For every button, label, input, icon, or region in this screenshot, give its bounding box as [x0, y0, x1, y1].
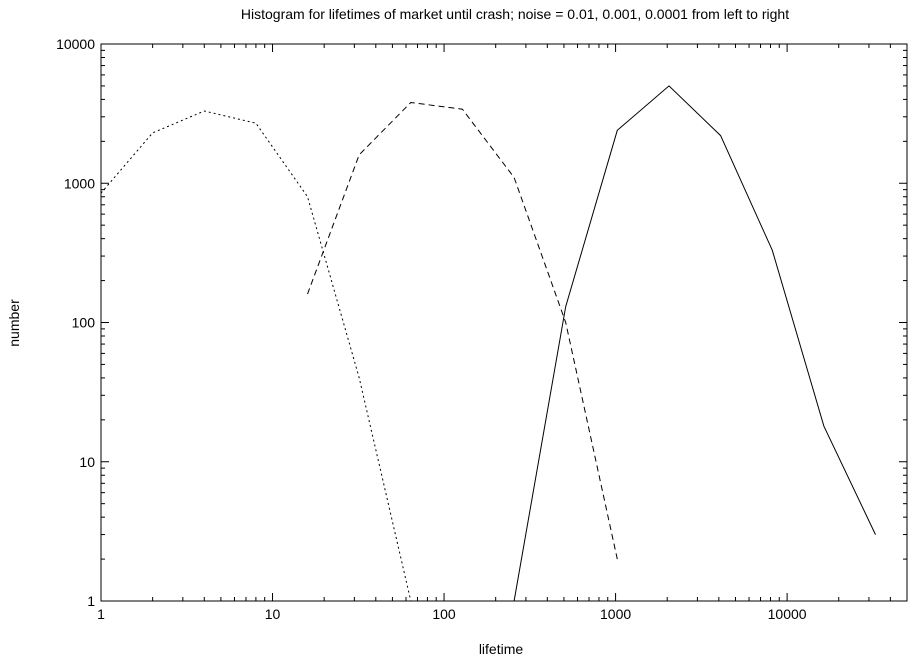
y-tick-label: 100 — [72, 315, 96, 331]
y-tick-label: 1000 — [64, 175, 95, 191]
x-tick-label: 10000 — [768, 606, 807, 622]
series-line-dotted — [100, 110, 412, 602]
y-axis-label: number — [6, 299, 22, 347]
series-line-solid — [513, 85, 876, 602]
x-axis-label: lifetime — [479, 641, 524, 657]
x-tick-labels: 1 10 100 1000 10000 — [97, 606, 807, 622]
x-tick-label: 100 — [432, 606, 456, 622]
y-tick-label: 1 — [87, 593, 95, 609]
plot-frame — [100, 43, 908, 602]
chart-title: Histogram for lifetimes of market until … — [241, 6, 789, 22]
x-tick-label: 10 — [265, 606, 281, 622]
x-tick-label: 1000 — [600, 606, 631, 622]
series-layer — [100, 85, 876, 602]
y-tick-labels: 1 10 100 1000 10000 — [56, 36, 95, 609]
axis-ticks — [100, 43, 908, 602]
y-tick-label: 10 — [79, 454, 95, 470]
y-tick-label: 10000 — [56, 36, 95, 52]
series-line-dashed — [307, 101, 618, 560]
x-tick-label: 1 — [97, 606, 105, 622]
